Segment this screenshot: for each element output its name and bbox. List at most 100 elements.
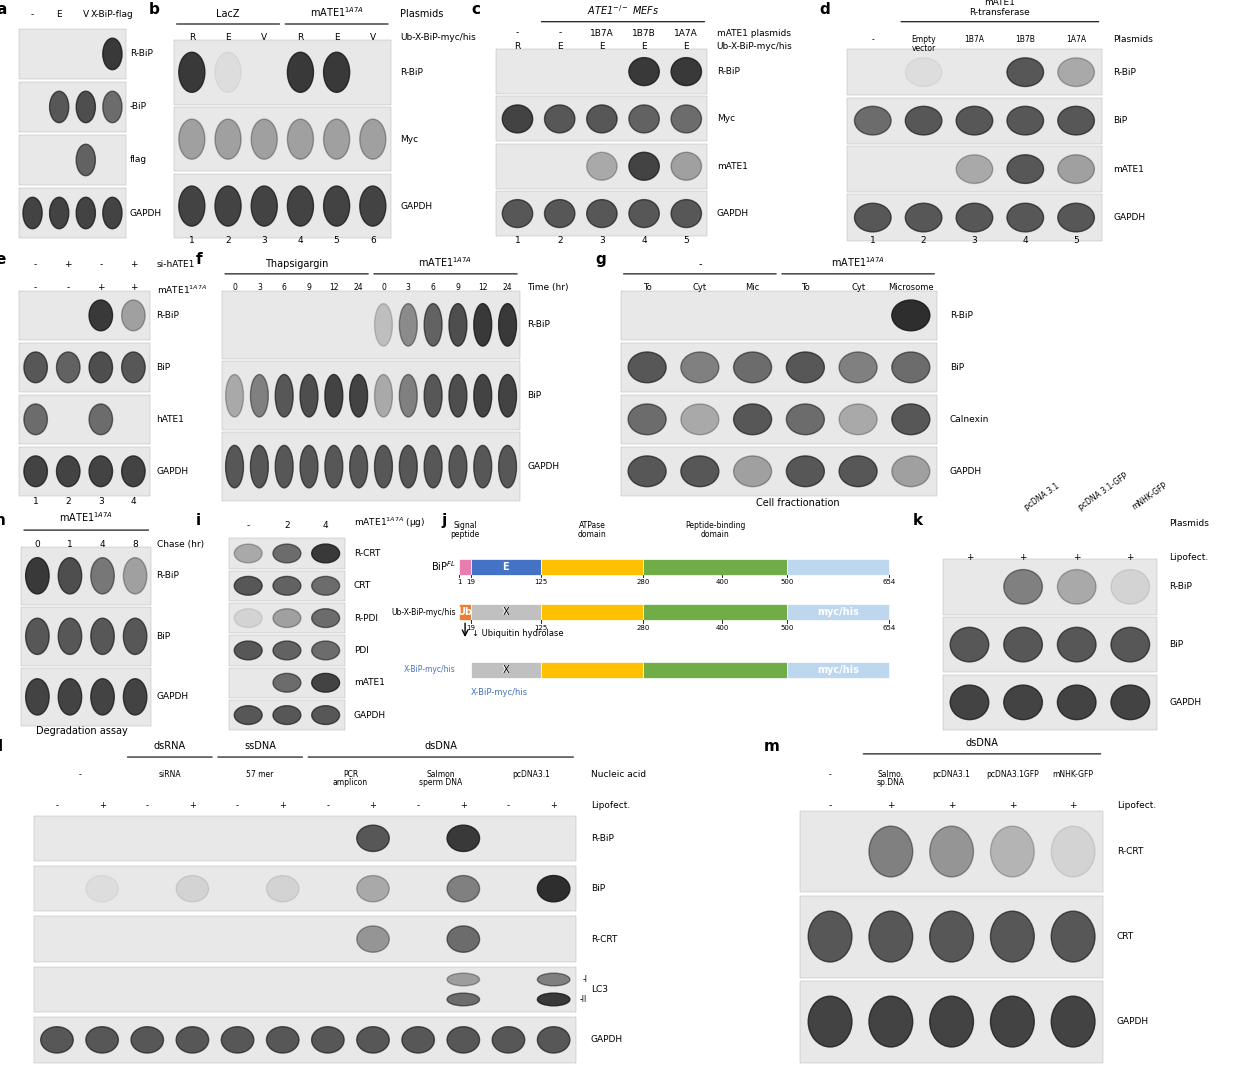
Bar [848,98,1102,143]
Text: Signal
peptide: Signal peptide [450,521,480,539]
Text: 3: 3 [972,237,978,245]
Ellipse shape [273,609,300,628]
Ellipse shape [1004,628,1042,661]
Text: To: To [800,283,809,292]
Text: 2: 2 [225,237,231,245]
Text: pcDNA3.1: pcDNA3.1 [513,770,550,779]
Bar [35,866,576,911]
Ellipse shape [474,304,491,346]
Text: 4: 4 [1023,237,1028,245]
Text: E: E [56,11,62,20]
Text: R-BiP: R-BiP [156,571,180,580]
Bar [620,394,937,444]
Text: -: - [417,801,419,810]
Ellipse shape [587,105,617,132]
Ellipse shape [1057,58,1095,87]
Ellipse shape [424,375,442,417]
Text: +: + [1009,801,1016,810]
Ellipse shape [537,875,570,901]
Ellipse shape [24,198,42,229]
Bar [787,661,889,678]
Text: -: - [326,801,329,810]
Ellipse shape [41,1026,73,1053]
Text: f: f [196,252,202,267]
Ellipse shape [176,875,208,901]
Text: 6: 6 [282,283,287,292]
Text: 9: 9 [455,283,460,292]
Text: GAPDH: GAPDH [527,463,560,471]
Bar [787,558,889,574]
Text: -: - [829,801,831,810]
Ellipse shape [89,352,113,382]
Ellipse shape [251,375,268,417]
Ellipse shape [267,1026,299,1053]
Bar [848,146,1102,192]
Ellipse shape [1057,569,1096,604]
Ellipse shape [123,558,146,594]
Text: R-BiP: R-BiP [527,320,550,329]
Ellipse shape [1057,203,1095,232]
Ellipse shape [89,300,113,331]
Ellipse shape [58,618,82,655]
Text: mATE1$^{1A7A}$: mATE1$^{1A7A}$ [831,255,885,269]
Text: 4: 4 [323,521,329,530]
Bar [222,432,520,501]
Text: Plasmids: Plasmids [1113,36,1153,45]
Bar [21,668,151,727]
Text: -I: -I [582,975,587,984]
Text: +: + [965,553,973,561]
Text: X: X [503,665,510,674]
Ellipse shape [325,375,343,417]
Bar [35,967,576,1012]
Ellipse shape [311,673,340,692]
Ellipse shape [990,996,1034,1047]
Text: 5: 5 [684,237,689,245]
Text: 0: 0 [381,283,386,292]
Ellipse shape [311,577,340,595]
Text: +: + [97,283,104,292]
Ellipse shape [499,304,516,346]
Text: 1A7A: 1A7A [674,28,699,38]
Ellipse shape [288,119,314,160]
Text: pcDNA3.1GFP: pcDNA3.1GFP [987,770,1039,779]
Bar [472,604,541,620]
Ellipse shape [671,58,701,86]
Text: flag: flag [130,155,146,164]
Ellipse shape [905,203,942,232]
Text: 1: 1 [457,579,462,585]
Ellipse shape [91,618,114,655]
Ellipse shape [58,679,82,715]
Ellipse shape [503,105,532,132]
Text: myc/his: myc/his [817,665,859,674]
Ellipse shape [76,144,96,176]
Ellipse shape [1006,203,1044,232]
Bar [848,49,1102,96]
Text: Lipofect.: Lipofect. [1117,801,1157,810]
Text: -: - [67,283,69,292]
Text: Calnexin: Calnexin [949,415,989,424]
Ellipse shape [681,456,719,487]
Ellipse shape [1006,58,1044,87]
Bar [228,570,345,601]
Ellipse shape [400,445,417,488]
Bar [620,291,937,340]
Ellipse shape [1051,911,1095,962]
Text: BiP: BiP [949,363,964,371]
Text: Chase (hr): Chase (hr) [156,541,204,550]
Ellipse shape [26,679,50,715]
Text: Ub: Ub [458,607,473,617]
Ellipse shape [629,152,659,180]
Text: 57 mer: 57 mer [247,770,274,779]
Ellipse shape [449,375,467,417]
Ellipse shape [375,445,392,488]
Bar [643,661,787,678]
Bar [228,668,345,698]
Text: GAPDH: GAPDH [1113,213,1145,222]
Ellipse shape [671,105,701,132]
Text: R-BiP: R-BiP [400,67,423,77]
Bar [20,28,125,79]
Ellipse shape [235,706,262,724]
Text: GAPDH: GAPDH [156,693,189,702]
Ellipse shape [57,352,79,382]
Text: ATE1$^{-/-}$ MEFs: ATE1$^{-/-}$ MEFs [587,3,659,17]
